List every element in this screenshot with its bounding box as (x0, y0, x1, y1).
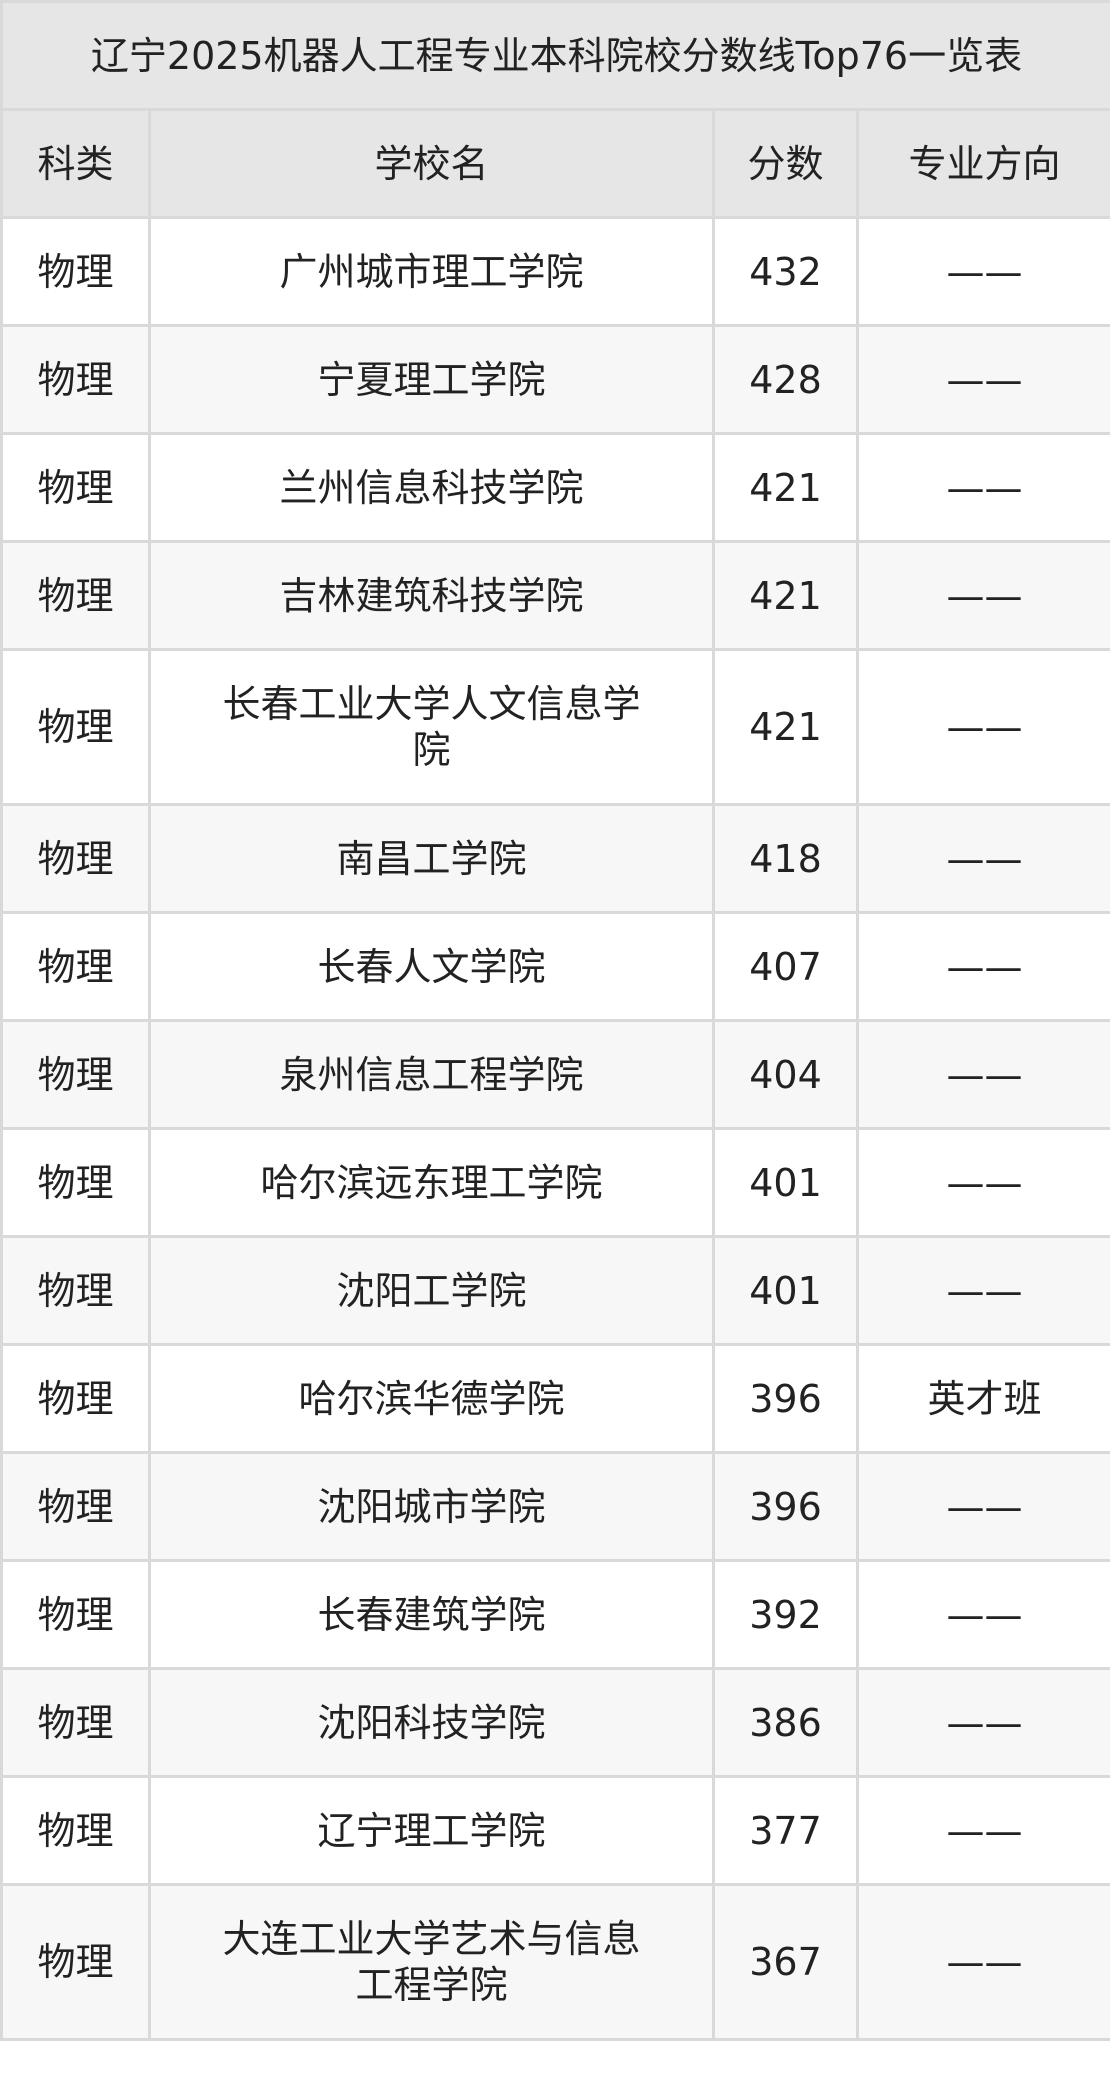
school-cell: 大连工业大学艺术与信息工程学院 (148, 1883, 715, 2041)
school-cell: 沈阳工学院 (148, 1235, 715, 1346)
direction-cell: —— (855, 648, 1110, 806)
direction-cell: —— (855, 1235, 1110, 1346)
school-cell: 宁夏理工学院 (148, 324, 715, 435)
category-cell: 物理 (0, 1343, 151, 1454)
table-row: 物理 大连工业大学艺术与信息工程学院 367 —— (0, 1883, 1110, 2041)
table-row: 物理 兰州信息科技学院 421 —— (0, 432, 1110, 543)
school-cell: 长春建筑学院 (148, 1559, 715, 1670)
category-cell: 物理 (0, 1775, 151, 1886)
school-cell: 长春工业大学人文信息学院 (148, 648, 715, 806)
school-cell: 南昌工学院 (148, 803, 715, 914)
header-row: 科类 学校名 分数 专业方向 (0, 108, 1110, 219)
school-cell: 长春人文学院 (148, 911, 715, 1022)
table-row: 物理 沈阳城市学院 396 —— (0, 1451, 1110, 1562)
category-cell: 物理 (0, 324, 151, 435)
score-cell: 421 (712, 432, 859, 543)
score-cell: 367 (712, 1883, 859, 2041)
school-cell: 沈阳城市学院 (148, 1451, 715, 1562)
header-direction: 专业方向 (855, 108, 1110, 219)
direction-cell: —— (855, 324, 1110, 435)
category-cell: 物理 (0, 1883, 151, 2041)
direction-cell: —— (855, 216, 1110, 327)
table-row: 物理 广州城市理工学院 432 —— (0, 216, 1110, 327)
score-cell: 428 (712, 324, 859, 435)
score-cell: 404 (712, 1019, 859, 1130)
table-row: 物理 长春建筑学院 392 —— (0, 1559, 1110, 1670)
score-cell: 407 (712, 911, 859, 1022)
table-row: 物理 哈尔滨远东理工学院 401 —— (0, 1127, 1110, 1238)
score-table: 辽宁2025机器人工程专业本科院校分数线Top76一览表 科类 学校名 分数 专… (0, 0, 1110, 2041)
header-score: 分数 (712, 108, 859, 219)
direction-cell: —— (855, 1667, 1110, 1778)
school-cell: 吉林建筑科技学院 (148, 540, 715, 651)
header-school: 学校名 (148, 108, 715, 219)
direction-cell: —— (855, 1775, 1110, 1886)
direction-cell: —— (855, 1559, 1110, 1670)
school-cell: 哈尔滨华德学院 (148, 1343, 715, 1454)
direction-cell: —— (855, 803, 1110, 914)
category-cell: 物理 (0, 803, 151, 914)
table-row: 物理 沈阳科技学院 386 —— (0, 1667, 1110, 1778)
score-cell: 421 (712, 648, 859, 806)
category-cell: 物理 (0, 1127, 151, 1238)
school-cell: 沈阳科技学院 (148, 1667, 715, 1778)
category-cell: 物理 (0, 1019, 151, 1130)
school-cell: 哈尔滨远东理工学院 (148, 1127, 715, 1238)
table-row: 物理 沈阳工学院 401 —— (0, 1235, 1110, 1346)
score-cell: 418 (712, 803, 859, 914)
school-cell: 兰州信息科技学院 (148, 432, 715, 543)
direction-cell: —— (855, 1127, 1110, 1238)
direction-cell: —— (855, 432, 1110, 543)
score-cell: 421 (712, 540, 859, 651)
direction-cell: —— (855, 1883, 1110, 2041)
header-category: 科类 (0, 108, 151, 219)
school-cell: 泉州信息工程学院 (148, 1019, 715, 1130)
score-cell: 396 (712, 1451, 859, 1562)
category-cell: 物理 (0, 216, 151, 327)
direction-cell: —— (855, 911, 1110, 1022)
direction-cell: —— (855, 540, 1110, 651)
table-row: 物理 长春工业大学人文信息学院 421 —— (0, 648, 1110, 806)
table-row: 物理 泉州信息工程学院 404 —— (0, 1019, 1110, 1130)
direction-cell: 英才班 (855, 1343, 1110, 1454)
table-row: 物理 哈尔滨华德学院 396 英才班 (0, 1343, 1110, 1454)
category-cell: 物理 (0, 432, 151, 543)
score-cell: 401 (712, 1127, 859, 1238)
school-cell: 辽宁理工学院 (148, 1775, 715, 1886)
score-cell: 396 (712, 1343, 859, 1454)
score-cell: 401 (712, 1235, 859, 1346)
table-row: 物理 南昌工学院 418 —— (0, 803, 1110, 914)
category-cell: 物理 (0, 1559, 151, 1670)
school-cell: 广州城市理工学院 (148, 216, 715, 327)
score-cell: 386 (712, 1667, 859, 1778)
score-cell: 432 (712, 216, 859, 327)
category-cell: 物理 (0, 911, 151, 1022)
category-cell: 物理 (0, 1235, 151, 1346)
table-row: 物理 吉林建筑科技学院 421 —— (0, 540, 1110, 651)
table-title: 辽宁2025机器人工程专业本科院校分数线Top76一览表 (0, 0, 1110, 111)
category-cell: 物理 (0, 1451, 151, 1562)
category-cell: 物理 (0, 1667, 151, 1778)
score-cell: 377 (712, 1775, 859, 1886)
direction-cell: —— (855, 1019, 1110, 1130)
table-row: 物理 宁夏理工学院 428 —— (0, 324, 1110, 435)
score-cell: 392 (712, 1559, 859, 1670)
category-cell: 物理 (0, 540, 151, 651)
table-row: 物理 辽宁理工学院 377 —— (0, 1775, 1110, 1886)
table-body: 物理 广州城市理工学院 432 —— 物理 宁夏理工学院 428 —— 物理 兰州信息科技学院 42… (0, 216, 1110, 2041)
table-row: 物理 长春人文学院 407 —— (0, 911, 1110, 1022)
direction-cell: —— (855, 1451, 1110, 1562)
category-cell: 物理 (0, 648, 151, 806)
